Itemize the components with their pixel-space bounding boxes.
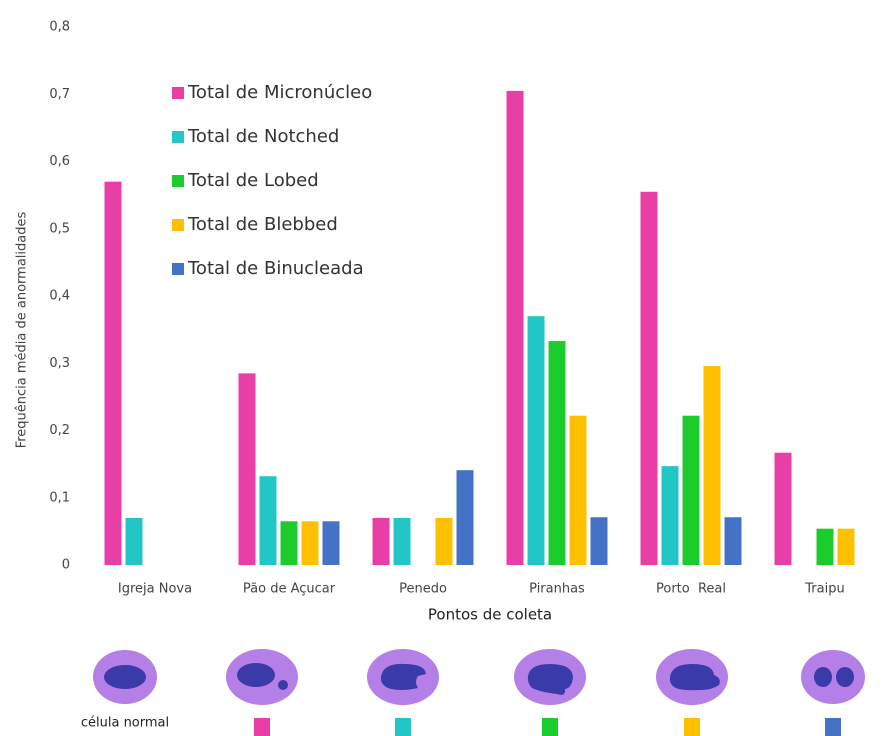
y-tick-label: 0,3 xyxy=(49,356,70,371)
legend-label: Total de Lobed xyxy=(187,170,319,191)
nucleus xyxy=(237,663,275,687)
y-tick-label: 0,7 xyxy=(49,87,70,102)
x-axis-title: Pontos de coleta xyxy=(428,606,552,624)
y-axis-title: Frequência média de anormalidades xyxy=(15,212,30,449)
nucleus xyxy=(814,667,832,687)
bar xyxy=(548,341,566,565)
y-tick-label: 0,6 xyxy=(49,154,70,169)
bar xyxy=(661,466,679,565)
legend-swatch xyxy=(172,87,184,99)
legend-label: Total de Micronúcleo xyxy=(187,82,372,103)
nucleus xyxy=(836,667,854,687)
cell-key-swatch xyxy=(254,718,270,736)
x-tick-label: Traipu xyxy=(804,582,844,597)
y-tick-label: 0,5 xyxy=(49,221,70,236)
bar xyxy=(301,521,319,565)
cell-illustrations xyxy=(93,649,865,705)
legend-swatch xyxy=(172,219,184,231)
bar xyxy=(590,517,608,565)
bar xyxy=(506,90,524,565)
micronucleus xyxy=(278,680,288,690)
nucleus xyxy=(380,663,426,690)
legend-swatch xyxy=(172,175,184,187)
bar xyxy=(322,521,340,565)
bar xyxy=(125,517,143,565)
bar xyxy=(238,373,256,565)
bar xyxy=(703,365,721,565)
legend-swatch xyxy=(172,263,184,275)
legend-label: Total de Notched xyxy=(187,126,339,147)
cell-key-swatch xyxy=(684,718,700,736)
bar xyxy=(640,191,658,565)
cell-key-swatch xyxy=(825,718,841,736)
cell xyxy=(801,650,865,704)
x-tick-label: Pão de Açucar xyxy=(243,582,336,597)
bar xyxy=(837,528,855,565)
y-tick-label: 0,4 xyxy=(49,289,70,304)
x-tick-label: Penedo xyxy=(399,582,447,597)
bar xyxy=(527,316,545,565)
bar xyxy=(816,528,834,565)
bar xyxy=(456,470,474,565)
bar xyxy=(435,517,453,565)
bar xyxy=(569,415,587,565)
bar xyxy=(372,517,390,565)
y-tick-label: 0,8 xyxy=(49,20,70,35)
nucleus xyxy=(104,665,146,689)
x-tick-label: Igreja Nova xyxy=(118,582,192,597)
bar xyxy=(280,521,298,565)
y-tick-label: 0 xyxy=(62,558,70,573)
x-tick-label: Piranhas xyxy=(529,582,585,597)
bar xyxy=(104,181,122,566)
bar xyxy=(682,415,700,565)
x-tick-label: Porto Real xyxy=(656,582,726,597)
legend-label: Total de Blebbed xyxy=(187,214,338,235)
legend-label: Total de Binucleada xyxy=(187,258,364,279)
nucleus xyxy=(669,664,720,691)
cell-key-swatch xyxy=(395,718,411,736)
nucleus xyxy=(527,664,573,695)
y-tick-label: 0,2 xyxy=(49,423,70,438)
cell-key-swatch xyxy=(542,718,558,736)
y-tick-label: 0,1 xyxy=(49,490,70,505)
bar xyxy=(774,452,792,565)
cell-key-label: célula normal xyxy=(81,716,169,731)
bar xyxy=(393,517,411,565)
bar xyxy=(259,476,277,565)
legend-swatch xyxy=(172,131,184,143)
bar xyxy=(724,517,742,565)
